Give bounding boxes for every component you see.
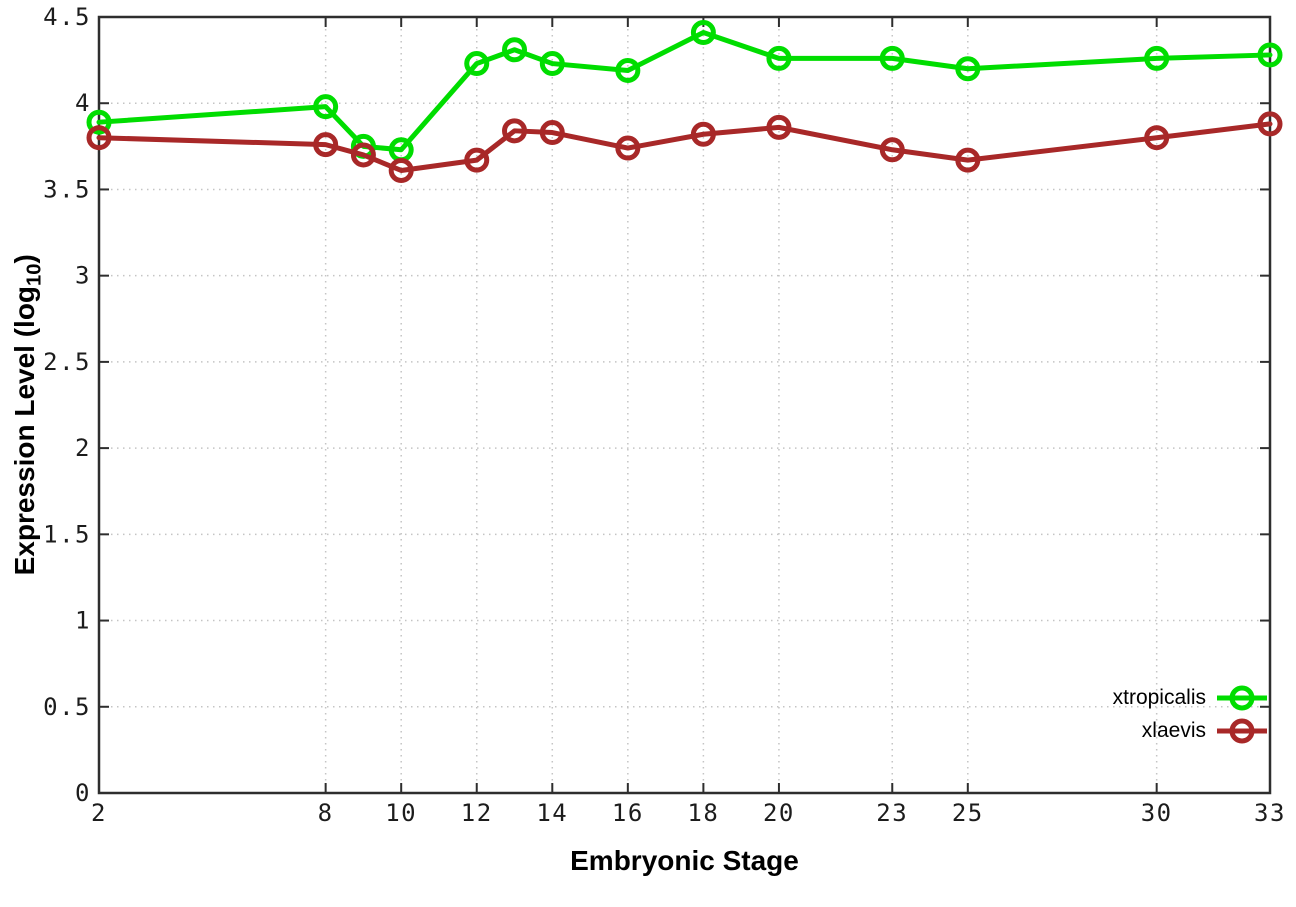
data-point-marker-xlaevis bbox=[955, 147, 981, 173]
y-tick-label: 1 bbox=[75, 607, 91, 635]
x-tick-label: 2 bbox=[91, 799, 107, 827]
data-point-marker-xtropicalis bbox=[955, 56, 981, 82]
data-point-marker-xtropicalis bbox=[313, 94, 339, 120]
data-point-marker-xlaevis bbox=[879, 137, 905, 163]
data-point-marker-xlaevis bbox=[539, 120, 565, 146]
x-tick-label: 14 bbox=[536, 799, 568, 827]
data-point-marker-xlaevis bbox=[766, 114, 792, 140]
y-tick-label: 4 bbox=[75, 89, 91, 117]
data-point-marker-xlaevis bbox=[313, 132, 339, 158]
series-line-xtropicalis bbox=[96, 30, 1273, 153]
legend-row-xlaevis: xlaevis bbox=[1113, 716, 1268, 746]
x-tick-label: 10 bbox=[385, 799, 417, 827]
data-point-marker-xtropicalis bbox=[615, 57, 641, 83]
data-point-marker-xtropicalis bbox=[690, 20, 716, 46]
x-tick-label: 30 bbox=[1141, 799, 1173, 827]
y-tick-label: 2 bbox=[75, 434, 91, 462]
x-tick-label: 18 bbox=[687, 799, 719, 827]
x-tick-label: 33 bbox=[1254, 799, 1286, 827]
data-point-marker-xtropicalis bbox=[464, 51, 490, 77]
data-point-marker-xlaevis bbox=[502, 118, 528, 144]
legend-marker-icon bbox=[1217, 685, 1267, 711]
y-tick-label: 3 bbox=[75, 262, 91, 290]
data-point-marker-xlaevis bbox=[615, 135, 641, 161]
y-tick-label: 0 bbox=[75, 779, 91, 807]
legend-label-xlaevis: xlaevis bbox=[1141, 719, 1206, 742]
series-line-xlaevis bbox=[96, 121, 1273, 173]
x-tick-label: 25 bbox=[952, 799, 984, 827]
x-tick-label: 16 bbox=[612, 799, 644, 827]
x-tick-label: 23 bbox=[876, 799, 908, 827]
data-point-marker-xtropicalis bbox=[86, 109, 112, 135]
legend: xtropicalis xlaevis bbox=[1113, 683, 1268, 746]
y-tick-label: 2.5 bbox=[43, 348, 91, 376]
y-tick-label: 0.5 bbox=[43, 693, 91, 721]
x-tick-label: 12 bbox=[461, 799, 493, 827]
plot-border bbox=[97, 15, 1272, 795]
x-axis-title: Embryonic Stage bbox=[570, 845, 799, 876]
y-tick-label: 3.5 bbox=[43, 175, 91, 203]
data-point-marker-xtropicalis bbox=[879, 45, 905, 71]
data-point-marker-xlaevis bbox=[1257, 111, 1283, 137]
data-point-marker-xtropicalis bbox=[766, 45, 792, 71]
data-point-marker-xlaevis bbox=[464, 147, 490, 173]
x-tick-label: 8 bbox=[318, 799, 334, 827]
x-tick-label: 20 bbox=[763, 799, 795, 827]
data-point-marker-xtropicalis bbox=[539, 51, 565, 77]
y-tick-label: 4.5 bbox=[43, 3, 91, 31]
data-point-marker-xtropicalis bbox=[1144, 45, 1170, 71]
data-point-marker-xlaevis bbox=[1144, 125, 1170, 151]
data-point-marker-xlaevis bbox=[388, 157, 414, 183]
data-point-marker-xlaevis bbox=[86, 125, 112, 151]
data-point-marker-xtropicalis bbox=[502, 37, 528, 63]
data-point-marker-xtropicalis bbox=[1257, 42, 1283, 68]
legend-label-xtropicalis: xtropicalis bbox=[1112, 686, 1206, 709]
y-tick-label: 1.5 bbox=[43, 520, 91, 548]
data-point-marker-xlaevis bbox=[350, 142, 376, 168]
legend-row-xtropicalis: xtropicalis bbox=[1113, 683, 1268, 713]
data-point-marker-xlaevis bbox=[690, 121, 716, 147]
legend-marker-icon bbox=[1217, 718, 1267, 744]
